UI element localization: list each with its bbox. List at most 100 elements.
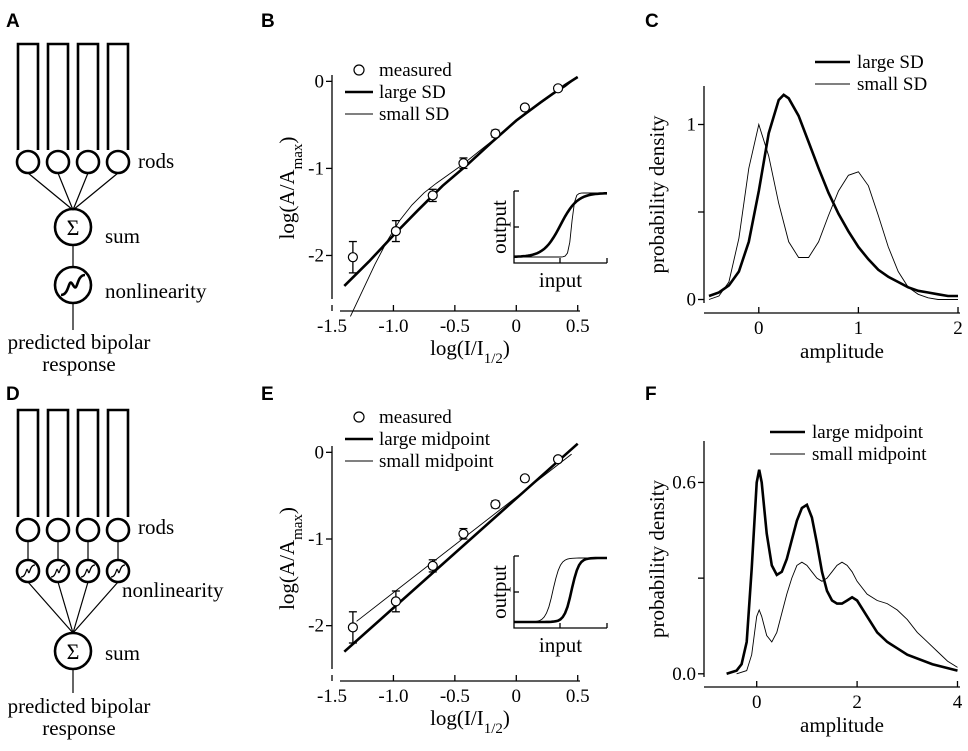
inset-x-label-b: input xyxy=(539,268,582,292)
x-tick-label-e: -0.5 xyxy=(440,686,470,707)
y-tick-label-e: -1 xyxy=(308,529,324,550)
legend-label-c-1: large SD xyxy=(857,52,924,73)
x-axis-label-e: log(I/I1/2) xyxy=(430,706,510,737)
rods-label-a: rods xyxy=(138,149,174,173)
x-tick-label-f: 0 xyxy=(752,692,762,713)
schematic-d: rods nonlinearity Σ sum predicted bipola… xyxy=(8,408,224,740)
legend-label-measured-e: measured xyxy=(379,407,452,428)
measured-point-b xyxy=(458,158,469,169)
y-axis-label-e: log(A/Amax) xyxy=(275,507,306,610)
sigmoid-icon-a xyxy=(60,273,86,297)
y-tick-label-f: 0.0 xyxy=(672,664,696,685)
y-tick-label-b: -1 xyxy=(308,158,324,179)
y-tick-label-e: -2 xyxy=(308,616,324,637)
legend-marker-measured-b xyxy=(353,64,365,76)
panel-letter-e: E xyxy=(261,384,274,405)
inset-y-label-b: output xyxy=(487,200,511,254)
legend-label-f-2: small midpoint xyxy=(812,444,927,465)
output-label-d-line1: predicted bipolar xyxy=(8,694,151,718)
x-tick-label-f: 2 xyxy=(852,692,862,713)
output-label-d-line2: response xyxy=(42,716,115,740)
y-tick-label-c: 1 xyxy=(687,115,697,136)
rods-a xyxy=(15,42,131,211)
series-line-e-1 xyxy=(343,442,579,653)
measured-point-b xyxy=(427,190,438,201)
x-axis-label-f: amplitude xyxy=(800,713,884,737)
series-line-f-2 xyxy=(736,561,958,675)
nonlinearity-label-d: nonlinearity xyxy=(122,578,224,602)
measured-point-b xyxy=(519,102,530,113)
chart-b: -1.5 -1.0 -0.5 0 0.5 0 -1 -2 log(I/I1/2) log(A/Am… xyxy=(275,60,608,367)
x-axis-label-c: amplitude xyxy=(800,339,884,363)
measured-point-e xyxy=(552,454,564,465)
inset-curve-e-1 xyxy=(514,556,607,624)
x-tick-label-b: 0 xyxy=(512,316,522,337)
measured-point-e xyxy=(519,473,530,484)
x-tick-label-e: 0 xyxy=(512,686,522,707)
legend-label-measured-b: measured xyxy=(379,60,452,81)
inset-curve-b-1 xyxy=(514,192,607,258)
panel-letter-a: A xyxy=(6,11,20,32)
series-line-c-1 xyxy=(708,93,958,298)
inset-curve-e-2 xyxy=(514,557,607,623)
sum-label-d: sum xyxy=(105,641,140,665)
measured-point-b xyxy=(390,225,401,237)
y-axis-label-f: probability density xyxy=(645,479,669,638)
legend-label-f-1: large midpoint xyxy=(812,422,924,443)
inset-x-label-e: input xyxy=(539,633,582,657)
measured-point-e xyxy=(390,596,401,607)
rods-label-d: rods xyxy=(138,515,174,539)
y-tick-label-f: 0.6 xyxy=(672,472,696,493)
schematic-a: rods Σ sum nonlinearity predicted bipola… xyxy=(8,42,207,376)
x-axis-label-b: log(I/I1/2) xyxy=(430,336,510,367)
y-tick-label-c: 0 xyxy=(687,290,697,311)
panel-letter-d: D xyxy=(6,384,20,405)
measured-point-e xyxy=(458,528,469,539)
series-line-c-2 xyxy=(708,122,958,300)
chart-e: -1.5 -1.0 -0.5 0 0.5 0 -1 -2 log(I/I1/2) log(A/Am… xyxy=(275,407,608,737)
y-axis-label-b: log(A/Amax) xyxy=(275,137,306,240)
y-axis-label-c: probability density xyxy=(645,115,669,274)
y-tick-label-b: 0 xyxy=(315,71,325,92)
inset-y-label-e: output xyxy=(487,565,511,619)
panel-letter-c: C xyxy=(645,11,659,32)
inset-axes-b xyxy=(513,191,607,264)
legend-label-b-1: large SD xyxy=(379,82,446,103)
sum-symbol-a: Σ xyxy=(67,215,80,240)
x-tick-label-c: 2 xyxy=(953,318,963,339)
chart-f: 0 2 4 0.6 0.0 amplitude probability density lar… xyxy=(645,422,963,737)
output-label-a-line2: response xyxy=(42,352,115,376)
x-tick-label-e: 0.5 xyxy=(566,686,590,707)
measured-point-e xyxy=(427,560,438,571)
x-tick-label-b: 0.5 xyxy=(566,316,590,337)
nonlinearity-label-a: nonlinearity xyxy=(105,279,207,303)
nonlinearity-nodes-d xyxy=(15,558,131,584)
x-tick-label-e: -1.5 xyxy=(317,686,347,707)
legend-label-e-1: large midpoint xyxy=(379,429,491,450)
legend-marker-measured-e xyxy=(353,411,365,423)
y-tick-label-b: -2 xyxy=(308,245,324,266)
output-label-a-line1: predicted bipolar xyxy=(8,330,151,354)
x-tick-label-c: 0 xyxy=(754,318,764,339)
measured-point-b xyxy=(347,252,358,263)
measured-point-e xyxy=(347,622,358,633)
series-line-f-1 xyxy=(726,469,958,676)
legend-label-e-2: small midpoint xyxy=(379,451,494,472)
rods-d xyxy=(15,408,131,560)
y-tick-label-e: 0 xyxy=(315,442,325,463)
panel-letter-f: F xyxy=(645,384,657,405)
measured-point-e xyxy=(490,499,501,510)
inset-axes-e xyxy=(513,556,607,629)
measured-point-b xyxy=(490,128,501,139)
x-tick-label-f: 4 xyxy=(953,692,963,713)
x-tick-label-e: -1.0 xyxy=(378,686,408,707)
sum-symbol-d: Σ xyxy=(67,639,80,664)
x-tick-label-c: 1 xyxy=(854,318,864,339)
x-tick-label-b: -0.5 xyxy=(440,316,470,337)
legend-label-c-2: small SD xyxy=(857,74,927,95)
inset-curve-b-2 xyxy=(514,192,607,258)
measured-point-b xyxy=(552,83,564,94)
panel-letter-b: B xyxy=(261,11,275,32)
series-line-b-2 xyxy=(349,76,578,317)
